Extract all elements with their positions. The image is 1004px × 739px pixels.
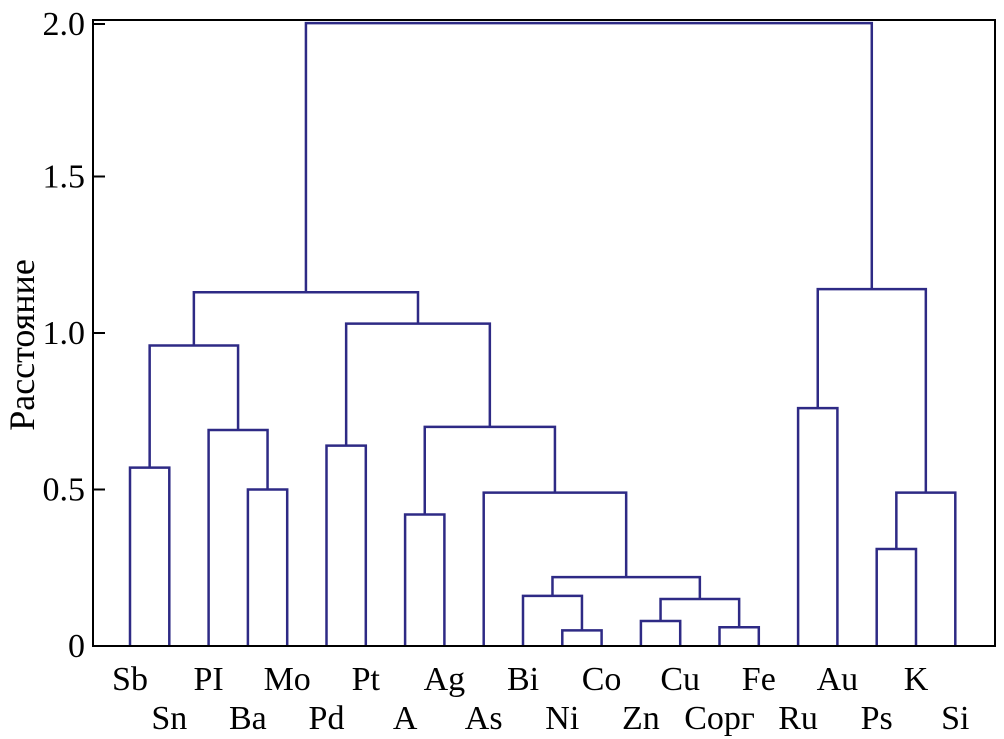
leaf-label: Ag <box>424 661 466 698</box>
dendrogram-link-m9 <box>639 619 682 646</box>
dendrogram-link-m4 <box>148 344 240 468</box>
dendrogram-links <box>128 21 957 646</box>
leaf-label: Ps <box>861 700 893 737</box>
leaf-label: Ni <box>545 700 579 737</box>
y-axis-title: Расстояние <box>2 259 42 431</box>
dendrogram-link-m20 <box>816 287 928 493</box>
y-tick-label: 0 <box>68 628 85 665</box>
leaf-label: Zn <box>622 700 660 737</box>
leaf-label: As <box>465 700 503 737</box>
leaf-label: PI <box>193 661 223 698</box>
dendrogram-link-m1 <box>128 466 171 646</box>
leaf-label: Ba <box>229 700 267 737</box>
leaf-label: Co <box>582 661 622 698</box>
y-tick-label: 0.5 <box>43 472 86 509</box>
leaf-label: Pd <box>309 700 345 737</box>
leaf-label: Sn <box>151 700 187 737</box>
leaf-label: Mo <box>264 661 311 698</box>
leaf-label: Ru <box>778 700 818 737</box>
leaf-label: Au <box>817 661 859 698</box>
leaf-label: Cорг <box>684 700 755 737</box>
y-tick-label: 2.0 <box>43 6 86 43</box>
dendrogram-link-m19 <box>895 491 957 646</box>
dendrogram-link-m2 <box>246 488 289 646</box>
dendrogram-link-m13 <box>482 491 628 646</box>
dendrogram-link-m7 <box>561 629 603 646</box>
dendrogram-link-m10 <box>718 625 761 646</box>
dendrogram-link-m8 <box>521 594 584 646</box>
leaf-label: Pt <box>352 661 381 698</box>
y-axis-ticks: 0 0.5 1.0 1.5 2.0 <box>43 6 105 665</box>
y-tick-label: 1.5 <box>43 159 86 196</box>
leaf-label: Cu <box>660 661 700 698</box>
dendrogram-link-m5 <box>325 444 368 646</box>
dendrogram-link-m3 <box>207 428 269 646</box>
leaf-label: K <box>904 661 929 698</box>
dendrogram-link-m11 <box>659 597 741 628</box>
plot-frame <box>92 19 996 647</box>
dendrogram-link-m6 <box>403 513 446 646</box>
y-tick-label: 1.0 <box>43 315 86 352</box>
dendrogram-link-m21 <box>304 21 874 293</box>
leaf-label: Fe <box>742 661 776 698</box>
leaf-label: Si <box>941 700 969 737</box>
dendrogram-link-m17 <box>796 406 839 646</box>
leaf-label: A <box>393 700 418 737</box>
leaf-label: Bi <box>507 661 539 698</box>
dendrogram-link-m18 <box>875 547 918 646</box>
dendrogram-link-m16 <box>192 291 420 346</box>
dendrogram-link-m14 <box>423 425 557 515</box>
leaf-label: Sb <box>112 661 148 698</box>
